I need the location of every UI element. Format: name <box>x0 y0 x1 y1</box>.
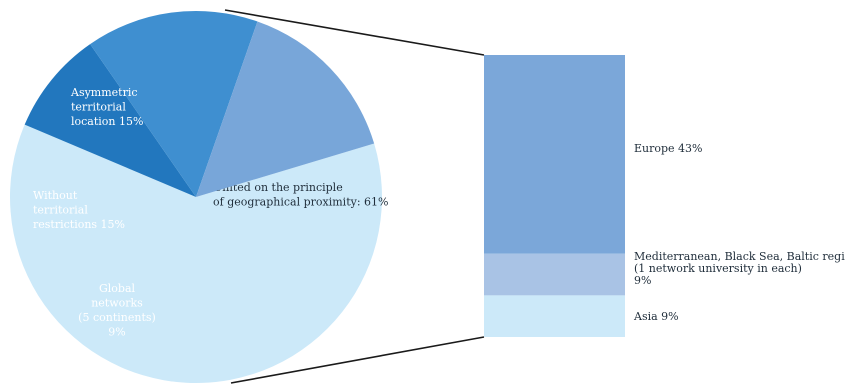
pie-slice-label-2: Without territorial restrictions 15% <box>33 189 125 231</box>
bar-segment-0 <box>484 55 625 254</box>
bar-segment-label-2: Asia 9% <box>633 310 679 323</box>
pie-slice-1 <box>24 44 196 197</box>
stacked-bar: Europe 43% Mediterranean, Black Sea, Balt… <box>484 55 845 337</box>
pie-slice-label-3: Asymmetric territorial location 15% <box>70 86 143 128</box>
bar-segment-1 <box>484 253 625 296</box>
pie-chart: United on the principle of geographical p… <box>9 10 388 384</box>
connector-bottom <box>230 336 485 384</box>
pie-slice-3 <box>196 21 375 198</box>
pie-slice-0 <box>9 124 382 384</box>
connector-top <box>224 9 485 56</box>
bar-segment-label-0: Europe 43% <box>634 142 703 155</box>
bar-segment-label-1: Mediterranean, Black Sea, Baltic regions… <box>634 250 845 287</box>
pie-slice-label-1: Global networks (5 continents) 9% <box>78 282 156 339</box>
pie-slice-2 <box>90 10 258 197</box>
connector-lines <box>224 9 485 384</box>
bar-segment-2 <box>484 295 625 337</box>
pie-slice-label-0: United on the principle of geographical p… <box>213 181 388 209</box>
